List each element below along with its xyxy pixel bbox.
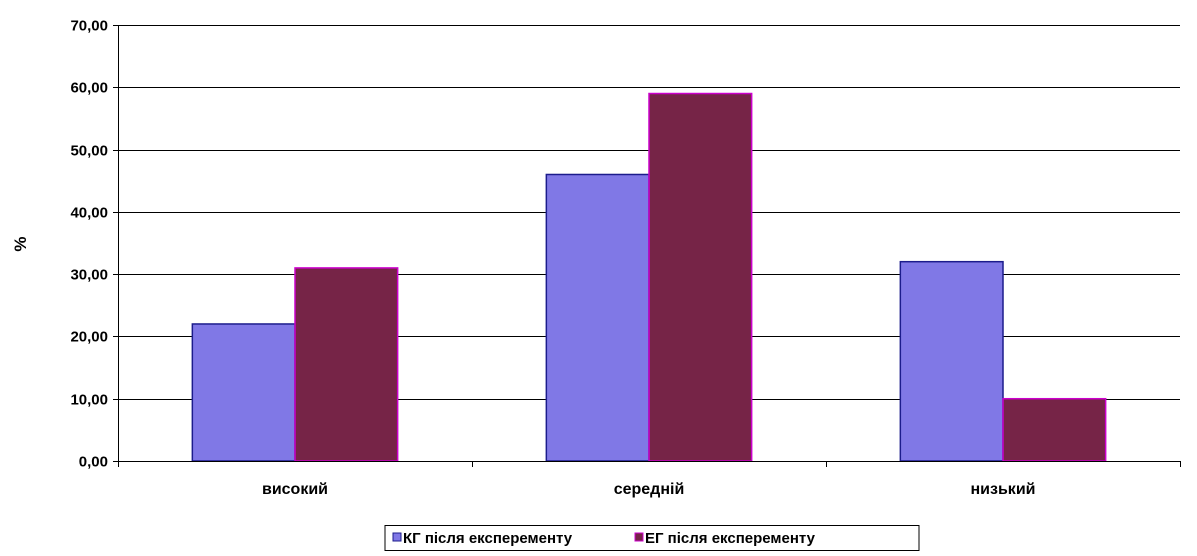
- y-tick-label: 50,00: [70, 143, 108, 160]
- legend-box: [384, 525, 920, 551]
- y-tick-label: 10,00: [70, 392, 108, 409]
- bar-series-2-1: [648, 92, 753, 462]
- y-axis-title: %: [11, 236, 30, 251]
- legend-label-2: ЕГ після експеременту: [645, 530, 816, 547]
- x-category-label: низький: [971, 481, 1036, 498]
- legend-swatch-1: [392, 532, 402, 542]
- y-tick-labels: 0,00 10,00 20,00 30,00 40,00 50,00 60,00 70,00: [70, 18, 108, 471]
- legend: КГ після експеременту ЕГ після експеремен…: [384, 525, 920, 551]
- bar-series-2-0: [294, 267, 399, 462]
- bar-series-1-2: [899, 260, 1004, 462]
- axes: [113, 25, 1181, 467]
- bars: [191, 92, 1107, 462]
- bar-series-1-1: [545, 173, 650, 462]
- y-tick-label: 70,00: [70, 18, 108, 35]
- y-tick-label: 20,00: [70, 329, 108, 346]
- y-tick-label: 60,00: [70, 80, 108, 97]
- legend-label-1: КГ після експеременту: [403, 530, 573, 547]
- legend-swatch-2: [634, 532, 644, 542]
- y-tick-label: 40,00: [70, 205, 108, 222]
- x-category-labels: високий середній низький: [262, 481, 1036, 498]
- y-tick-label: 0,00: [79, 454, 108, 471]
- bar-series-1-0: [191, 323, 296, 462]
- bar-series-2-2: [1002, 397, 1107, 462]
- x-category-label: середній: [614, 481, 685, 498]
- x-category-label: високий: [262, 481, 328, 498]
- y-tick-label: 30,00: [70, 267, 108, 284]
